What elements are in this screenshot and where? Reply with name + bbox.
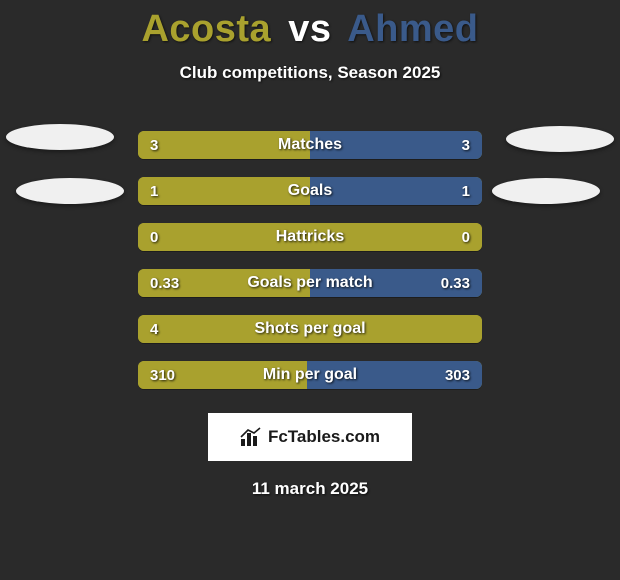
stat-bar-left <box>138 131 310 159</box>
stat-bar-right <box>310 177 482 205</box>
stat-row: 33Matches <box>138 131 482 159</box>
stat-row: 11Goals <box>138 177 482 205</box>
stat-bar-left <box>138 269 310 297</box>
subtitle: Club competitions, Season 2025 <box>0 63 620 83</box>
fctables-logo: FcTables.com <box>208 413 412 461</box>
decorative-ellipse <box>492 178 600 204</box>
stat-bar-left <box>138 361 307 389</box>
stat-bar-left <box>138 315 482 343</box>
decorative-ellipse <box>16 178 124 204</box>
player2-name: Ahmed <box>347 8 478 50</box>
decorative-ellipse <box>6 124 114 150</box>
bar-chart-icon <box>240 427 262 447</box>
stat-row: 0.330.33Goals per match <box>138 269 482 297</box>
stat-row: 310303Min per goal <box>138 361 482 389</box>
logo-text: FcTables.com <box>268 427 380 447</box>
stat-row: 4Shots per goal <box>138 315 482 343</box>
player1-name: Acosta <box>141 8 271 50</box>
comparison-title: Acosta vs Ahmed <box>0 0 620 51</box>
stat-bar-left <box>138 223 482 251</box>
stat-bar-right <box>310 269 482 297</box>
stat-bar-left <box>138 177 310 205</box>
stats-container: 33Matches 11Goals 00Hattricks 0.330.33Goals… <box>138 131 482 389</box>
stat-row: 00Hattricks <box>138 223 482 251</box>
decorative-ellipse <box>506 126 614 152</box>
stat-bar-right <box>307 361 482 389</box>
date-label: 11 march 2025 <box>0 479 620 499</box>
vs-label: vs <box>288 8 331 50</box>
stat-bar-right <box>310 131 482 159</box>
